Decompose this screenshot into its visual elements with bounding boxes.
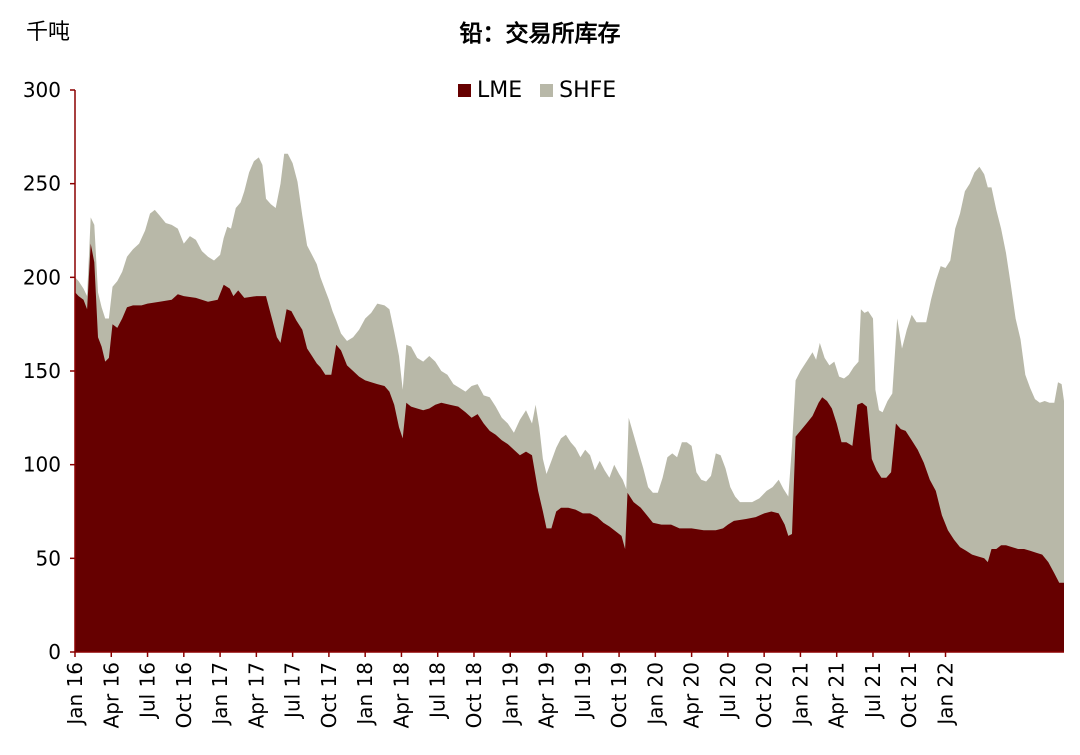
legend-item-shfe: SHFE [540, 78, 616, 103]
legend-swatch-lme [458, 84, 471, 97]
x-tick-label: Apr 17 [244, 662, 268, 728]
x-tick-label: Oct 20 [752, 662, 776, 728]
legend-item-lme: LME [458, 78, 522, 103]
y-tick-label: 50 [36, 546, 61, 570]
x-tick-label: Oct 16 [172, 662, 196, 728]
x-tick-label: Jan 22 [934, 662, 958, 727]
x-tick-label: Jul 21 [861, 662, 885, 720]
x-tick-label: Jul 18 [426, 662, 450, 720]
x-tick-label: Apr 20 [680, 662, 704, 728]
x-tick-label: Jan 17 [208, 662, 232, 727]
legend-swatch-shfe [540, 84, 554, 97]
x-tick-label: Jul 16 [136, 662, 160, 720]
x-tick-label: Oct 19 [607, 662, 631, 728]
x-tick-label: Jul 20 [716, 662, 740, 720]
x-tick-label: Apr 18 [389, 662, 413, 728]
x-tick-label: Apr 16 [99, 662, 123, 728]
x-tick-label: Jan 21 [788, 662, 812, 727]
x-tick-label: Jan 16 [63, 662, 87, 727]
x-tick-label: Oct 18 [462, 662, 486, 728]
legend-label-shfe: SHFE [559, 78, 617, 103]
x-tick-label: Jul 17 [281, 662, 305, 720]
y-tick-label: 100 [23, 453, 61, 477]
y-tick-label: 0 [48, 640, 61, 664]
y-tick-label: 200 [23, 265, 61, 289]
y-tick-label: 150 [23, 359, 61, 383]
y-tick-label: 300 [23, 78, 61, 102]
legend: LME SHFE [458, 78, 634, 103]
x-tick-label: Oct 21 [897, 662, 921, 728]
y-tick-label: 250 [23, 172, 61, 196]
x-tick-label: Apr 21 [825, 662, 849, 728]
legend-label-lme: LME [477, 78, 523, 103]
x-tick-label: Jan 19 [498, 662, 522, 727]
chart-title: 铅：交易所库存 [459, 21, 621, 47]
x-tick-label: Jul 19 [571, 662, 595, 720]
x-tick-label: Jan 20 [643, 662, 667, 727]
x-tick-label: Jan 18 [353, 662, 377, 727]
x-tick-label: Oct 17 [317, 662, 341, 728]
x-tick-label: Apr 19 [535, 662, 559, 728]
y-axis-unit-label: 千吨 [26, 20, 71, 45]
series-area-lme [75, 243, 1064, 652]
